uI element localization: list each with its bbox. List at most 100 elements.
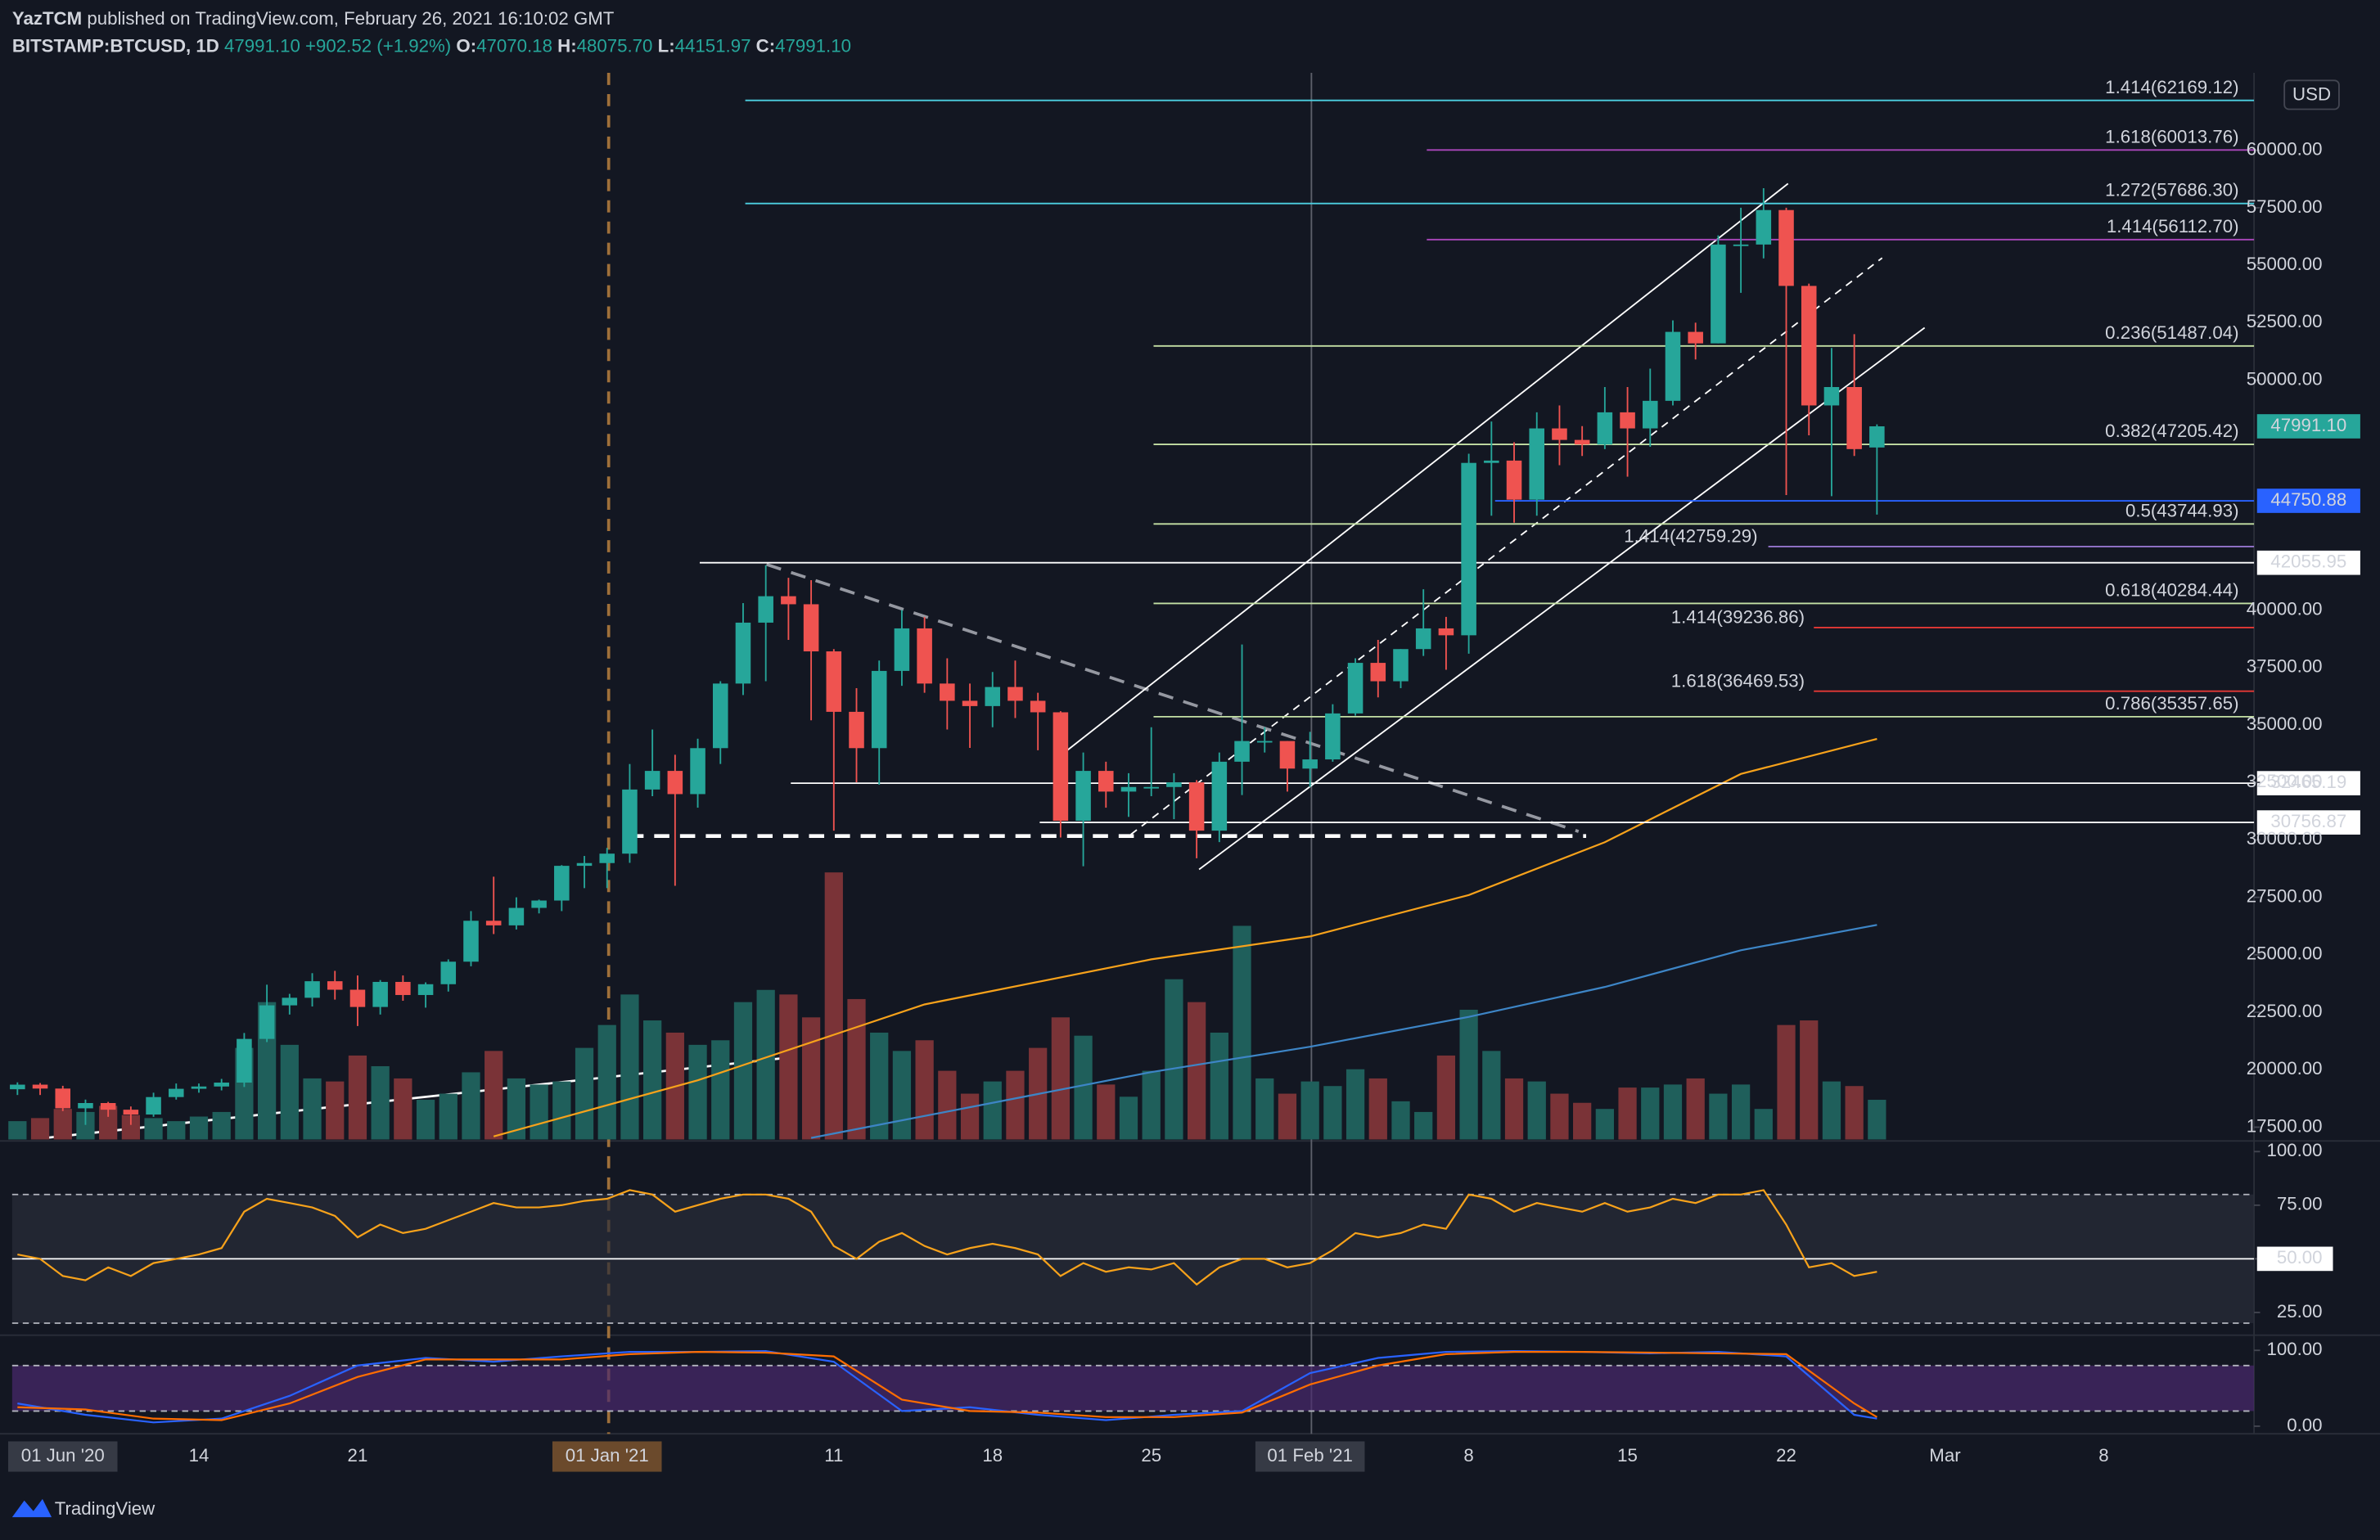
fib-label: 1.414(42759.29) — [1624, 526, 1757, 547]
brand: TradingView — [11, 1498, 156, 1519]
volume-bar — [1436, 1055, 1456, 1140]
y-tick-label: 22500.00 — [2247, 1001, 2323, 1021]
fib-label: 0.618(40284.44) — [2105, 580, 2238, 601]
candle-body — [803, 604, 819, 652]
candle-body — [123, 1110, 139, 1115]
fib-label: 1.414(56112.70) — [2107, 216, 2239, 236]
y-tick-label: 50000.00 — [2247, 368, 2323, 389]
volume-bar — [507, 1078, 526, 1140]
x-tick-label: 22 — [1776, 1445, 1796, 1466]
price-badge-label: 47991.10 — [2270, 415, 2346, 435]
x-tick-label: 11 — [824, 1445, 843, 1466]
volume-bar — [824, 872, 843, 1140]
x-tick-label: 21 — [348, 1445, 368, 1466]
x-tick-label: 25 — [1141, 1445, 1161, 1466]
change: +902.52 (+1.92%) — [305, 35, 451, 56]
volume-bar — [99, 1105, 118, 1140]
volume-bar — [1074, 1035, 1093, 1140]
volume-bar — [1255, 1078, 1274, 1140]
volume-bar — [439, 1093, 458, 1140]
y-tick-label: 40000.00 — [2247, 598, 2323, 619]
x-tick-label: 01 Feb '21 — [1267, 1445, 1352, 1466]
volume-bar — [121, 1114, 140, 1140]
fib-label: 1.414(62169.12) — [2105, 77, 2238, 97]
volume-bar — [756, 989, 775, 1140]
candle-body — [372, 981, 388, 1007]
volume-bar — [1663, 1084, 1683, 1140]
candle-body — [1506, 460, 1522, 500]
candle-body — [1007, 687, 1023, 701]
price-badge-label: 30756.87 — [2270, 811, 2346, 831]
volume-bar — [144, 1118, 163, 1140]
candle-body — [395, 981, 411, 995]
volume-bar — [1300, 1081, 1319, 1140]
candle-body — [169, 1088, 184, 1097]
volume-bar — [1391, 1101, 1410, 1140]
button-label[interactable]: USD — [2292, 84, 2331, 105]
volume-bar — [1051, 1017, 1071, 1140]
candle-body — [1869, 426, 1885, 448]
volume-bar — [1868, 1100, 1886, 1140]
symbol-line: BITSTAMP:BTCUSD, 1D 47991.10 +902.52 (+1… — [12, 35, 851, 56]
volume-bar — [960, 1093, 980, 1140]
candle-body — [1438, 628, 1454, 636]
y-tick-label: 0.00 — [2287, 1415, 2322, 1435]
channel-lower — [1198, 326, 1926, 871]
y-tick-label: 100.00 — [2266, 1140, 2322, 1160]
y-tick-label: 32500.00 — [2247, 771, 2323, 791]
x-tick-box — [1255, 1441, 1365, 1472]
x-tick-label: 8 — [2098, 1445, 2108, 1466]
volume-bar — [1097, 1084, 1116, 1140]
publish-line: YazTCM published on TradingView.com, Feb… — [12, 8, 615, 29]
candle-body — [940, 683, 955, 701]
candle-body — [440, 961, 457, 984]
volume-bar — [847, 998, 866, 1140]
currency-button[interactable]: USD — [2283, 79, 2340, 110]
fib-label: 0.236(51487.04) — [2105, 322, 2238, 343]
volume-bar — [1641, 1087, 1660, 1140]
volume-bar — [1731, 1084, 1751, 1140]
candle-body — [1733, 244, 1749, 246]
candle-body — [1325, 713, 1341, 760]
x-tick-label: 18 — [982, 1445, 1003, 1466]
fib-label: 1.272(57686.30) — [2105, 180, 2238, 200]
indicator-line — [17, 1189, 1877, 1286]
candle-body — [894, 628, 910, 671]
candle-body — [191, 1086, 207, 1089]
candle-body — [146, 1096, 161, 1115]
candle-body — [1552, 428, 1567, 440]
fib-label: 1.414(39236.86) — [1671, 607, 1805, 628]
candle-body — [667, 771, 683, 795]
candle-body — [1484, 460, 1499, 463]
candle-body — [55, 1088, 71, 1109]
ohlc-key: H: — [557, 35, 576, 56]
button-frame[interactable] — [2283, 79, 2340, 110]
volume-bar — [371, 1065, 390, 1140]
volume-bar — [1709, 1093, 1728, 1140]
volume-bar — [688, 1044, 707, 1140]
y-tick-label: 100.00 — [2266, 1339, 2322, 1359]
y-tick-label: 17500.00 — [2247, 1115, 2323, 1136]
candle-body — [1665, 331, 1681, 401]
volume-bar — [1119, 1096, 1138, 1140]
volume-bar — [552, 1081, 571, 1140]
volume-bar — [416, 1100, 435, 1140]
fib-label: 0.786(35357.65) — [2105, 693, 2238, 714]
volume-bar — [1233, 925, 1251, 1140]
volume-bar — [1800, 1020, 1819, 1140]
candle-body — [304, 981, 320, 998]
candle-body — [735, 622, 751, 684]
price-badge-label: 42055.95 — [2270, 552, 2346, 572]
volume-bar — [1142, 1070, 1161, 1140]
volume-bar — [1165, 979, 1183, 1140]
candle-body — [1643, 400, 1658, 429]
candle-body — [1098, 771, 1114, 792]
volume-bar — [8, 1121, 27, 1140]
volume-bar — [1754, 1109, 1773, 1140]
moving-average — [810, 924, 1877, 1139]
fib-label: 1.618(60013.76) — [2105, 126, 2238, 146]
x-tick-label: Mar — [1929, 1445, 1961, 1466]
y-tick-label: 30000.00 — [2247, 828, 2323, 849]
candle-body — [554, 866, 570, 901]
